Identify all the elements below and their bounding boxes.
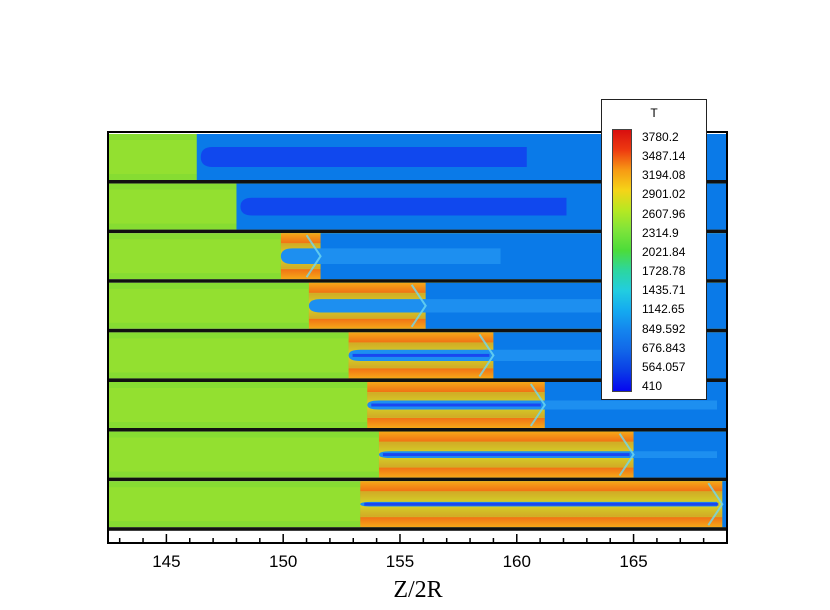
jet-axis [371, 403, 541, 407]
colorbar-level-label: 3487.14 [642, 149, 686, 164]
burned-core [108, 487, 361, 522]
panel-separator [108, 428, 727, 432]
x-tick-label: 145 [152, 552, 180, 571]
cold-jet [348, 349, 674, 361]
colorbar-level-label: 2607.96 [642, 206, 686, 221]
panel-separator [108, 279, 727, 283]
x-axis-title: Z/2R [393, 577, 442, 603]
colorbar-level-label: 1142.65 [642, 302, 685, 317]
x-axis: 145 150 155 160 165 [108, 534, 728, 571]
burned-core [108, 437, 379, 472]
colorbar-level-label: 1435.71 [642, 283, 686, 298]
colorbar-level-label: 849.592 [642, 321, 686, 336]
burned-core [108, 189, 237, 224]
shock-front [618, 433, 635, 477]
cold-jet [280, 248, 501, 264]
burned-core [108, 239, 281, 274]
colorbar-level-label: 2901.02 [642, 187, 686, 202]
shock-front [410, 284, 427, 328]
colorbar-swatch [612, 129, 632, 392]
panel-6 [108, 382, 727, 432]
panel-8 [108, 481, 727, 531]
colorbar-level-label: 2314.9 [642, 225, 679, 240]
colorbar-legend: T 3780.2 3487.14 3194.08 2901.02 2607.96 2314… [601, 99, 707, 400]
panel-separator [108, 328, 727, 333]
x-tick-label: 155 [386, 552, 414, 571]
x-tick-label: 165 [619, 552, 647, 571]
shock-front [529, 383, 547, 427]
burned-core [108, 140, 197, 174]
colorbar-level-label: 3780.2 [642, 130, 679, 144]
panel-separator [108, 378, 727, 382]
panel-7 [108, 431, 727, 482]
x-tick-label: 160 [503, 552, 531, 571]
colorbar-level-label: 2021.84 [642, 244, 686, 259]
burned-core [108, 338, 349, 373]
panel-separator [108, 180, 727, 184]
colorbar-level-label: 564.057 [642, 359, 686, 374]
colorbar-title: T [650, 106, 658, 120]
burned-core [108, 388, 368, 422]
burned-core [108, 288, 309, 323]
jet-axis [352, 353, 490, 357]
panel-separator [108, 229, 727, 234]
colorbar-level-label: 1728.78 [642, 264, 686, 279]
cold-jet [367, 400, 717, 410]
jet-axis [364, 502, 719, 506]
colorbar-level-label: 410 [642, 379, 663, 393]
cold-jet [200, 147, 527, 167]
panel-separator [108, 477, 727, 482]
cold-jet [240, 197, 567, 216]
cold-jet [308, 299, 606, 313]
shock-front [305, 234, 322, 278]
x-tick-label: 150 [269, 552, 297, 571]
unburned-region [722, 481, 727, 528]
shock-front [707, 482, 724, 526]
colorbar-level-label: 676.843 [642, 340, 686, 355]
jet-axis [382, 453, 630, 457]
shock-front [478, 333, 495, 377]
panel-separator [108, 527, 727, 531]
colorbar-level-label: 3194.08 [642, 168, 686, 183]
